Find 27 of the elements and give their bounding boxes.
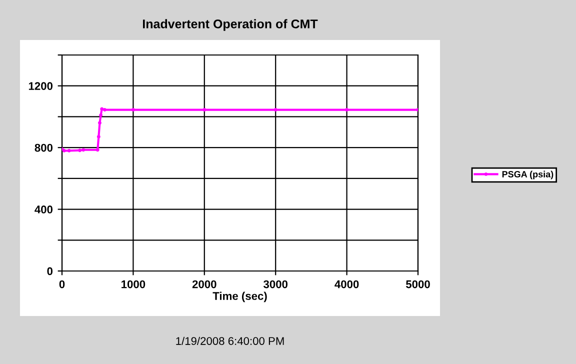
y-tick-label: 1200 bbox=[28, 82, 53, 90]
point bbox=[96, 148, 100, 152]
text: 1/19/2008 6:40:00 PM bbox=[176, 336, 284, 345]
x-tick-label: 1000 bbox=[122, 280, 146, 288]
point bbox=[67, 148, 71, 152]
x-tick-label: 2000 bbox=[192, 280, 216, 288]
x-tick-label: 5000 bbox=[406, 280, 430, 288]
x-tick-label: 0 bbox=[59, 280, 65, 288]
point bbox=[82, 148, 86, 152]
point bbox=[98, 121, 102, 125]
point bbox=[100, 107, 104, 111]
y-tick-label: 800 bbox=[34, 144, 53, 152]
point bbox=[202, 108, 206, 112]
point bbox=[96, 135, 100, 139]
legend-label: PSGA (psia) bbox=[502, 170, 554, 180]
x-axis-title: Time (sec) bbox=[212, 292, 267, 302]
chart-title: Inadvertent Operation of CMT bbox=[142, 19, 318, 31]
point bbox=[99, 113, 103, 117]
y-tick-label: 400 bbox=[34, 206, 53, 214]
point bbox=[345, 108, 349, 112]
y-tick-label: 0 bbox=[47, 267, 53, 276]
point bbox=[274, 108, 278, 112]
x-tick-label: 4000 bbox=[334, 280, 359, 288]
point bbox=[102, 108, 106, 112]
point bbox=[131, 108, 135, 112]
point bbox=[78, 148, 82, 152]
x-tick-label: 3000 bbox=[264, 280, 288, 288]
